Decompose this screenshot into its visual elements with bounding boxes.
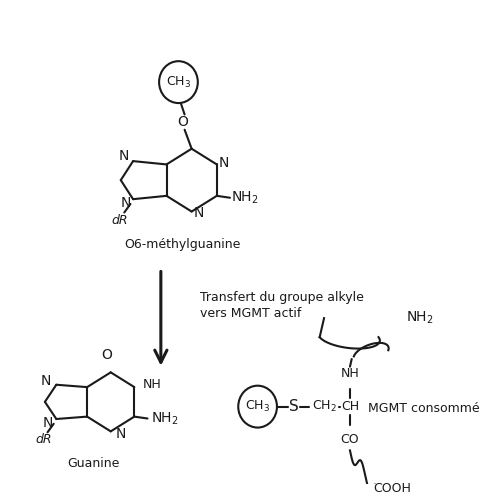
Text: Guanine: Guanine [67, 457, 119, 470]
Text: O: O [101, 348, 112, 362]
Text: NH: NH [341, 367, 359, 380]
Text: Transfert du groupe alkyle: Transfert du groupe alkyle [200, 291, 364, 304]
Text: N: N [43, 416, 53, 430]
Text: CH: CH [341, 400, 359, 413]
Text: dR: dR [36, 433, 52, 446]
Text: N: N [119, 149, 130, 163]
Text: MGMT consommé: MGMT consommé [368, 402, 479, 415]
Text: NH$_2$: NH$_2$ [151, 410, 179, 427]
Text: S: S [289, 399, 298, 414]
Text: N: N [219, 155, 229, 169]
Text: N: N [121, 196, 131, 210]
Text: O6-méthylguanine: O6-méthylguanine [125, 238, 241, 252]
Text: CO: CO [341, 433, 359, 446]
Text: CH$_2$: CH$_2$ [312, 399, 337, 414]
Text: N: N [194, 206, 204, 220]
Text: CH$_3$: CH$_3$ [166, 75, 191, 90]
Text: O: O [177, 115, 188, 129]
Text: N: N [116, 427, 126, 441]
Text: NH$_2$: NH$_2$ [405, 310, 433, 326]
Text: N: N [41, 374, 51, 388]
Text: COOH: COOH [373, 482, 411, 495]
Text: CH$_3$: CH$_3$ [245, 399, 270, 414]
Text: NH: NH [143, 378, 161, 391]
Text: vers MGMT actif: vers MGMT actif [200, 307, 302, 320]
Text: dR: dR [112, 213, 128, 226]
Text: NH$_2$: NH$_2$ [231, 189, 259, 206]
